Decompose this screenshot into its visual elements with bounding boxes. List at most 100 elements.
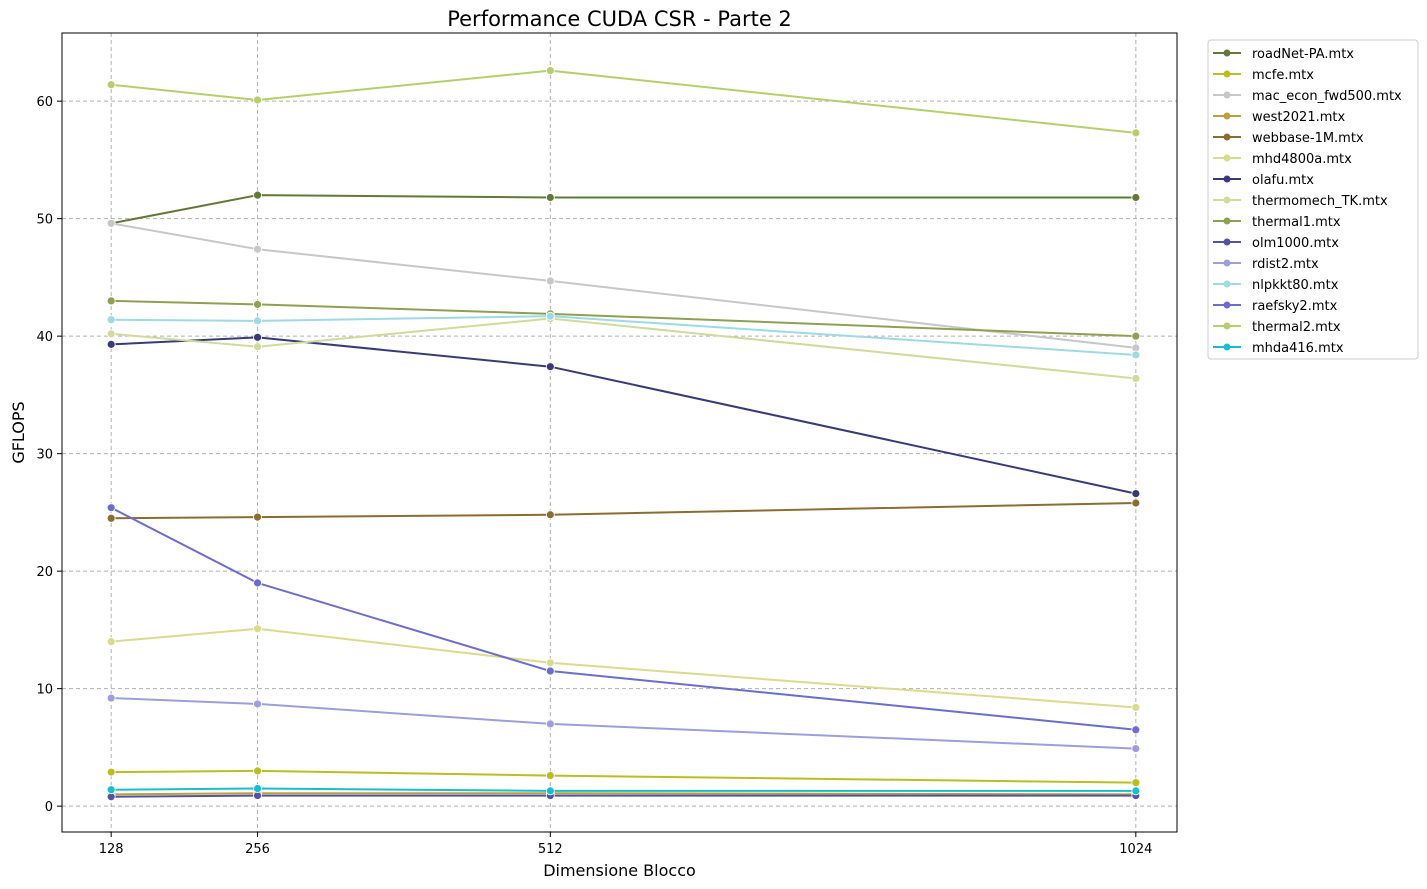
legend-label: thermal2.mtx xyxy=(1252,320,1341,335)
data-point xyxy=(1131,193,1141,202)
series-rdist2-mtx xyxy=(106,693,1141,753)
legend-item: mac_econ_fwd500.mtx xyxy=(1213,89,1402,104)
legend-marker-swatch xyxy=(1223,301,1231,309)
data-point xyxy=(1131,374,1141,383)
legend-item: raefsky2.mtx xyxy=(1213,299,1338,314)
legend-item: mcfe.mtx xyxy=(1213,68,1314,83)
series-line xyxy=(111,336,1137,495)
y-tick-label: 30 xyxy=(36,448,53,463)
y-tick-label: 60 xyxy=(36,95,53,110)
data-point xyxy=(253,512,262,522)
legend: roadNet-PA.mtx mcfe.mtx mac_econ_fwd500.mt… xyxy=(1207,39,1419,360)
legend-marker-swatch xyxy=(1223,112,1231,120)
series-mcfe-mtx xyxy=(106,766,1141,788)
data-point xyxy=(1131,786,1141,796)
series-roadnet-pa-mtx xyxy=(106,190,1141,228)
series-raefsky2-mtx xyxy=(106,503,1141,735)
data-point xyxy=(253,316,262,326)
data-point xyxy=(253,624,262,634)
data-point xyxy=(545,510,555,520)
series-line xyxy=(111,317,1136,380)
legend-item: webbase-1M.mtx xyxy=(1213,131,1364,146)
data-point xyxy=(106,339,116,349)
legend-label: webbase-1M.mtx xyxy=(1252,131,1364,146)
data-point xyxy=(253,95,262,105)
legend-item: thermal1.mtx xyxy=(1213,215,1341,230)
data-point xyxy=(106,329,116,339)
series-group xyxy=(106,66,1141,802)
series-line xyxy=(111,502,1136,520)
legend-item: olm1000.mtx xyxy=(1213,236,1339,251)
data-point xyxy=(1131,703,1141,712)
data-point xyxy=(106,767,116,777)
y-tick-label: 50 xyxy=(36,213,53,228)
legend-marker-swatch xyxy=(1223,343,1231,351)
series-thermal1-mtx xyxy=(106,296,1141,341)
data-point xyxy=(106,513,116,523)
data-point xyxy=(106,218,116,228)
series-olafu-mtx xyxy=(106,332,1141,499)
legend-label: mac_econ_fwd500.mtx xyxy=(1252,89,1402,104)
data-point xyxy=(253,300,262,309)
y-axis-label: GFLOPS xyxy=(9,401,28,463)
series-line xyxy=(111,787,1136,792)
data-point xyxy=(253,332,262,342)
data-point xyxy=(106,785,116,795)
grid-lines xyxy=(62,33,1177,832)
data-point xyxy=(1131,331,1141,341)
data-point xyxy=(545,276,555,286)
series-mhd4800a-mtx xyxy=(106,624,1141,712)
series-thermomech-tk-mtx xyxy=(106,314,1141,383)
data-point xyxy=(253,190,262,200)
series-nlpkkt80-mtx xyxy=(106,311,1141,360)
data-point xyxy=(1131,489,1141,499)
x-tick-label: 128 xyxy=(99,842,124,857)
legend-item: olafu.mtx xyxy=(1213,173,1314,188)
data-point xyxy=(545,193,555,202)
legend-label: mhda416.mtx xyxy=(1252,341,1344,356)
data-point xyxy=(545,771,555,780)
data-point xyxy=(1131,725,1141,735)
data-point xyxy=(106,296,116,306)
data-point xyxy=(106,315,116,325)
x-axis-label: Dimensione Blocco xyxy=(543,861,696,880)
data-point xyxy=(253,578,262,588)
series-line xyxy=(111,792,1136,796)
legend-marker-swatch xyxy=(1223,49,1231,57)
legend-label: raefsky2.mtx xyxy=(1252,299,1338,314)
legend-marker-swatch xyxy=(1223,217,1231,225)
legend-item: rdist2.mtx xyxy=(1213,257,1319,272)
data-point xyxy=(545,362,555,372)
legend-marker-swatch xyxy=(1223,238,1231,246)
series-line xyxy=(111,769,1136,784)
x-axis-ticks: 128 256 512 1024 xyxy=(99,832,1152,857)
series-thermal2-mtx xyxy=(106,66,1141,138)
legend-item: mhd4800a.mtx xyxy=(1213,152,1352,167)
legend-marker-swatch xyxy=(1223,280,1231,288)
data-point xyxy=(253,699,262,709)
data-point xyxy=(545,66,555,75)
series-line xyxy=(110,506,1136,731)
series-mhda416-mtx xyxy=(106,784,1141,796)
x-tick-label: 512 xyxy=(538,842,563,857)
legend-label: roadNet-PA.mtx xyxy=(1252,47,1354,62)
series-line xyxy=(111,222,1136,349)
data-point xyxy=(253,766,262,776)
y-axis-ticks: 0 10 20 30 40 50 60 xyxy=(36,95,62,815)
data-point xyxy=(1131,128,1141,138)
legend-marker-swatch xyxy=(1223,91,1231,99)
series-webbase-1m-mtx xyxy=(106,498,1141,523)
data-point xyxy=(545,719,555,729)
series-line xyxy=(111,697,1136,750)
y-tick-label: 0 xyxy=(45,800,53,815)
data-point xyxy=(1131,744,1141,753)
data-point xyxy=(1131,778,1141,788)
legend-item: mhda416.mtx xyxy=(1213,341,1344,356)
data-point xyxy=(1131,498,1141,508)
series-line xyxy=(111,627,1136,709)
legend-label: mhd4800a.mtx xyxy=(1252,152,1352,167)
legend-item: thermomech_TK.mtx xyxy=(1213,194,1388,209)
legend-marker-swatch xyxy=(1223,70,1231,78)
legend-marker-swatch xyxy=(1223,154,1231,162)
legend-item: west2021.mtx xyxy=(1213,110,1345,125)
